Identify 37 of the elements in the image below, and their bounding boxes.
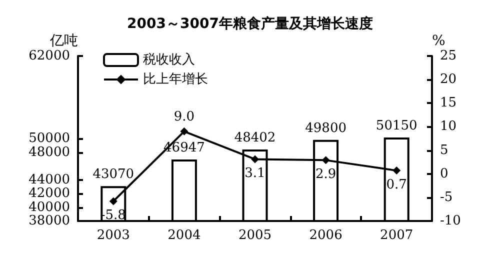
data-label: 2.9 (315, 167, 336, 182)
y-tick-label: 38000 (28, 214, 70, 228)
data-label: 50150 (376, 118, 418, 134)
x-tick-label: 2003 (96, 228, 130, 243)
x-tick-label: 2005 (238, 228, 272, 243)
data-label: 48402 (234, 130, 276, 146)
x-tick-label: 2007 (380, 228, 414, 243)
y-tick-label: 42000 (28, 186, 70, 201)
y-tick-label: 48000 (28, 144, 70, 160)
y-tick-label: 50000 (28, 131, 70, 146)
point (251, 155, 259, 164)
y2-tick-label: 0 (440, 166, 448, 182)
y2-tick-label: 15 (440, 96, 457, 111)
y-tick-label: 44000 (28, 172, 70, 188)
y2-tick-label: 25 (440, 48, 457, 64)
point (322, 156, 330, 164)
x-tick-label: 2004 (168, 228, 201, 243)
y2-axis-title: % (432, 33, 446, 49)
y-tick-label: 62000 (28, 48, 70, 64)
point (392, 166, 401, 175)
chart-title: 2003～3007年粮食产量及其增长速度 (127, 15, 373, 32)
x-tick-label: 2006 (309, 228, 342, 243)
legend-label: 比上年增长 (143, 72, 208, 87)
data-label: 49800 (305, 120, 346, 136)
y2-tick-label: -10 (440, 214, 461, 228)
y2-tick-label: 5 (440, 142, 448, 158)
data-label: 9.0 (174, 109, 195, 124)
point (180, 127, 188, 136)
y2-tick-label: -5 (440, 190, 453, 205)
legend-label: 税收收入 (143, 52, 195, 68)
data-label: 3.1 (244, 166, 266, 182)
y-axis-title: 亿吨 (49, 33, 78, 49)
data-label: 0.7 (386, 178, 407, 193)
data-label: 43070 (92, 167, 134, 182)
y2-tick-label: 20 (440, 72, 457, 88)
y-tick-label: 40000 (28, 200, 70, 215)
y2-tick-label: 10 (440, 119, 457, 134)
